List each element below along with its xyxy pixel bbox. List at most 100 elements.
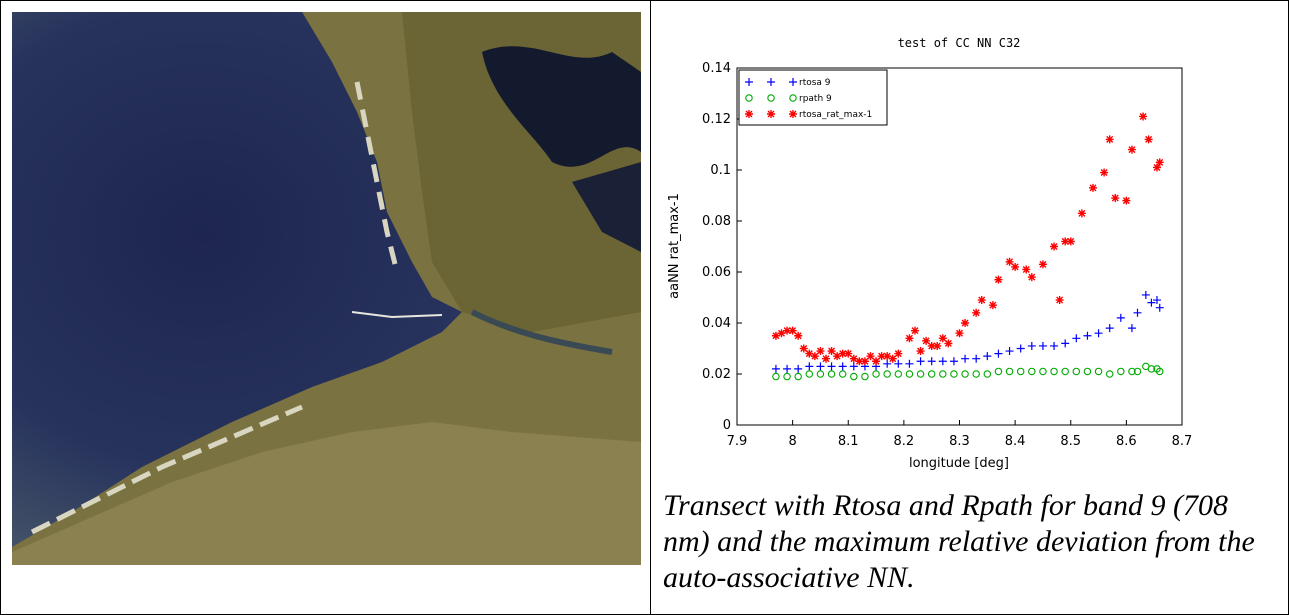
data-point xyxy=(1133,308,1142,317)
data-point xyxy=(866,352,875,361)
data-point xyxy=(988,301,997,310)
data-point xyxy=(877,352,886,361)
data-point xyxy=(772,372,780,381)
data-point xyxy=(1077,209,1086,218)
data-point xyxy=(916,347,925,356)
data-point xyxy=(938,334,947,343)
data-point xyxy=(1066,237,1075,246)
data-point xyxy=(849,362,858,371)
legend-label: rtosa 9 xyxy=(799,78,831,88)
data-point xyxy=(838,370,847,378)
data-point xyxy=(883,359,892,368)
data-point xyxy=(783,372,791,381)
data-point xyxy=(827,370,836,378)
data-point xyxy=(961,354,970,363)
data-point xyxy=(855,357,864,366)
data-point xyxy=(972,370,980,378)
data-point xyxy=(1144,135,1153,144)
data-point xyxy=(1072,367,1081,376)
data-point xyxy=(1147,298,1156,307)
data-point xyxy=(911,326,919,335)
data-point xyxy=(1128,367,1136,376)
data-point xyxy=(771,331,780,340)
data-point xyxy=(894,370,903,378)
data-point xyxy=(1083,367,1092,376)
data-point xyxy=(1050,341,1059,350)
data-point xyxy=(810,352,819,361)
data-point xyxy=(983,370,992,378)
data-point xyxy=(1050,367,1058,376)
data-point xyxy=(1083,331,1092,340)
data-point xyxy=(1155,158,1164,167)
legend-label: rtosa_rat_max-1 xyxy=(799,110,872,120)
data-point xyxy=(794,372,802,381)
data-point xyxy=(833,352,842,361)
data-point xyxy=(783,326,792,335)
data-point xyxy=(794,364,803,373)
data-point xyxy=(883,352,892,361)
legend-marker xyxy=(745,110,753,118)
legend-marker xyxy=(767,110,775,118)
data-point xyxy=(883,370,891,378)
legend-label: rpath 9 xyxy=(799,94,832,104)
satellite-image xyxy=(12,12,641,565)
legend-marker xyxy=(789,78,797,86)
data-point xyxy=(771,364,780,373)
x-tick-label: 8.3 xyxy=(949,434,970,449)
data-point xyxy=(1038,341,1047,350)
data-point xyxy=(1139,112,1148,121)
data-point xyxy=(994,367,1003,376)
data-point xyxy=(1055,296,1064,305)
data-point xyxy=(1155,367,1164,376)
data-point xyxy=(888,354,897,363)
x-tick-label: 8 xyxy=(788,434,796,449)
x-tick-label: 7.9 xyxy=(727,434,748,449)
data-point xyxy=(849,354,858,363)
data-point xyxy=(994,349,1003,358)
data-point xyxy=(827,347,836,356)
data-point xyxy=(1155,303,1164,312)
data-point xyxy=(1005,257,1014,266)
data-point xyxy=(1061,367,1069,376)
data-point xyxy=(961,319,970,327)
data-point xyxy=(916,370,925,378)
data-point xyxy=(1152,296,1161,305)
legend-marker xyxy=(789,110,797,118)
data-point xyxy=(838,349,847,358)
data-point xyxy=(777,329,786,338)
data-point xyxy=(788,326,797,335)
chart: test of CC NN C32 longitude [deg] aaNN r… xyxy=(667,36,1193,471)
data-point xyxy=(1152,163,1161,172)
data-point xyxy=(827,362,836,371)
data-point xyxy=(816,362,825,371)
data-point xyxy=(949,357,958,366)
data-point xyxy=(1094,329,1103,338)
y-tick-label: 0.12 xyxy=(702,112,731,127)
x-tick-label: 8.1 xyxy=(838,434,859,449)
data-point xyxy=(1127,145,1136,154)
data-point xyxy=(1122,196,1131,205)
data-point xyxy=(927,357,936,366)
x-tick-label: 8.7 xyxy=(1172,434,1193,449)
y-tick-label: 0.04 xyxy=(702,316,731,331)
y-tick-label: 0.1 xyxy=(710,163,731,178)
data-point xyxy=(1100,168,1109,177)
x-tick-label: 8.4 xyxy=(1005,434,1026,449)
data-point xyxy=(950,370,958,378)
data-point xyxy=(1016,344,1025,353)
data-point xyxy=(1061,339,1070,348)
data-point xyxy=(955,329,964,338)
y-tick-label: 0.08 xyxy=(702,214,731,229)
data-point xyxy=(860,357,869,366)
data-point xyxy=(983,352,992,361)
data-point xyxy=(933,341,942,350)
data-point xyxy=(861,372,869,381)
data-point xyxy=(905,359,914,368)
data-point xyxy=(905,334,914,343)
data-point xyxy=(799,344,808,353)
data-point xyxy=(1039,367,1047,376)
data-point xyxy=(805,362,814,371)
data-point xyxy=(1089,183,1097,192)
y-tick-label: 0.14 xyxy=(702,61,731,76)
